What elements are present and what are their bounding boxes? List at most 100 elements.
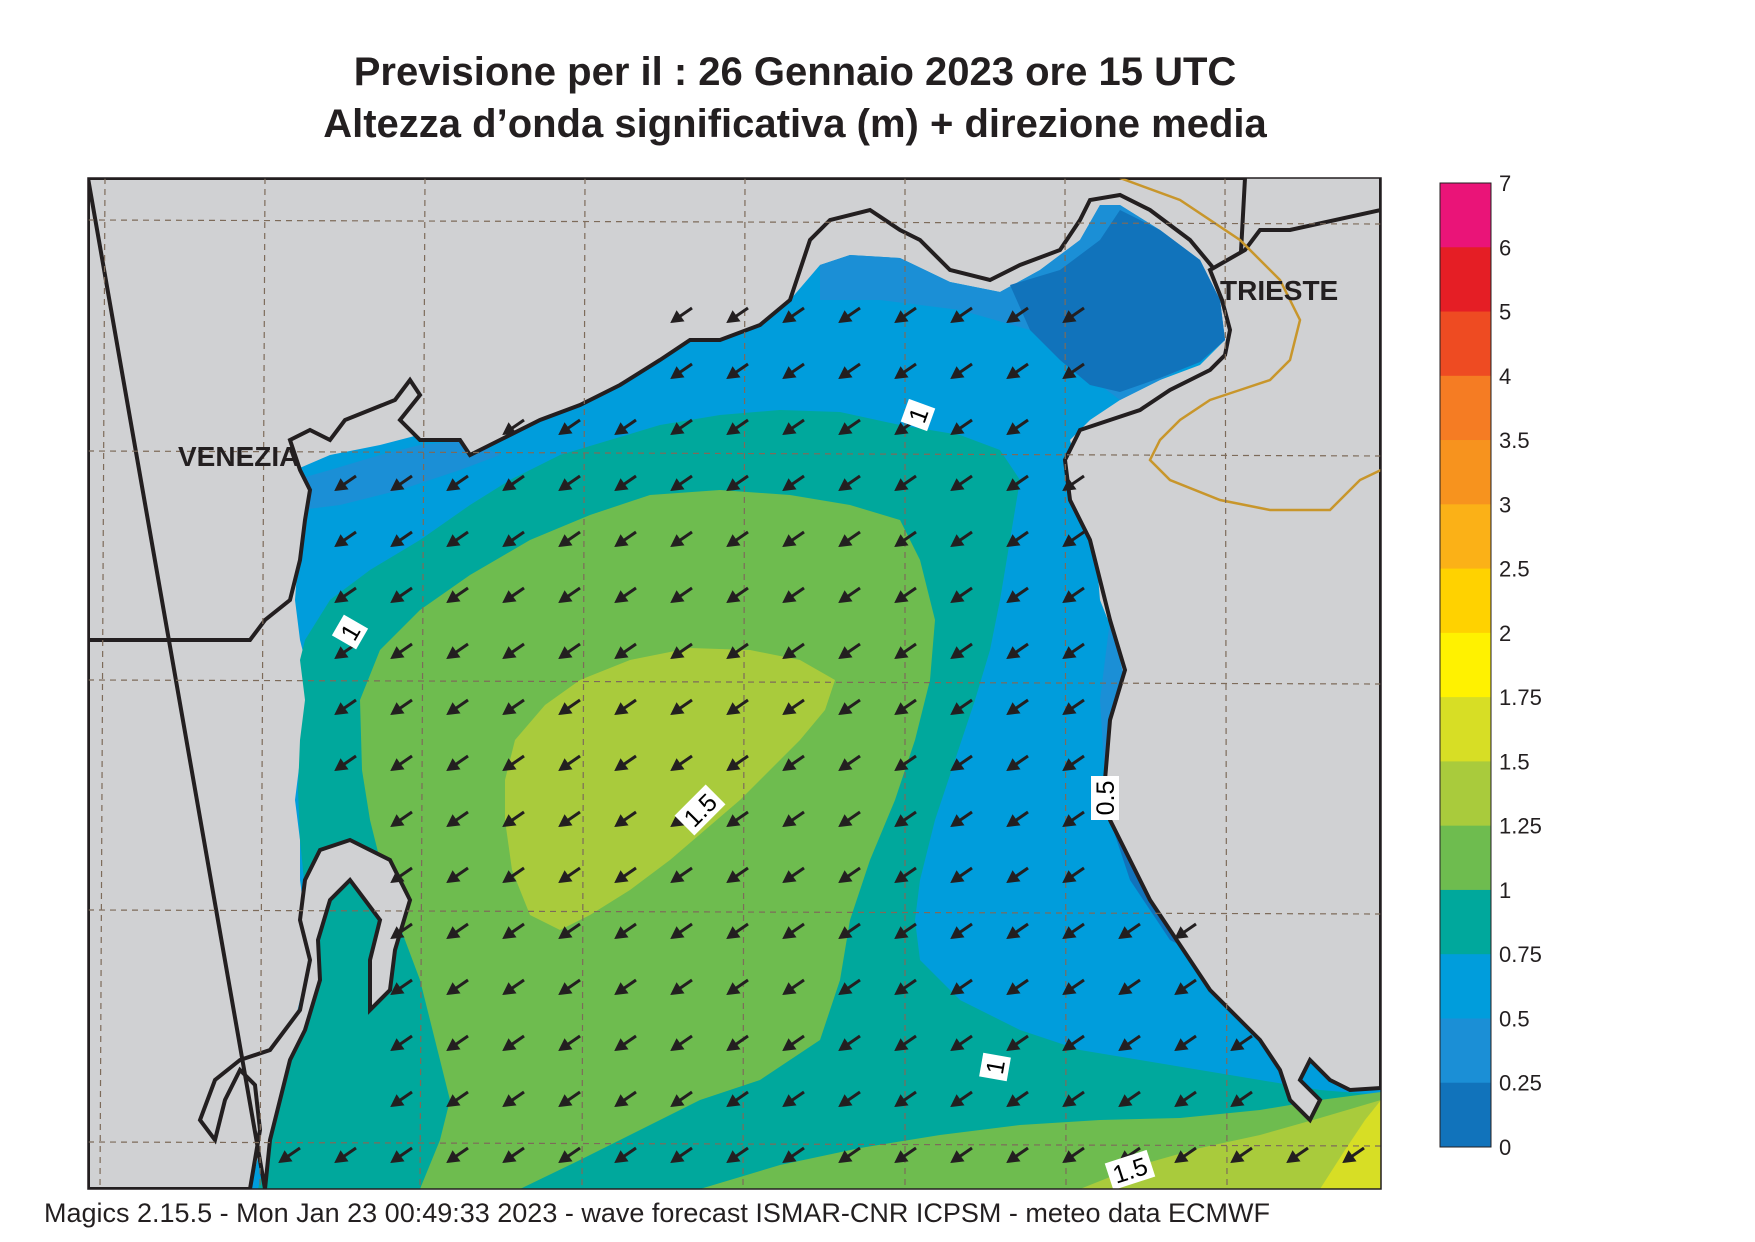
wave-arrow-head xyxy=(614,422,629,435)
wave-arrow-head xyxy=(838,534,853,547)
wave-arrow-head xyxy=(1062,366,1077,379)
legend-swatch xyxy=(1440,954,1491,1019)
wave-arrow-head xyxy=(726,1038,741,1051)
legend-tick-label: 4 xyxy=(1499,364,1511,389)
wave-arrow-head xyxy=(726,366,741,379)
wave-arrow-head xyxy=(614,926,629,939)
wave-arrow-head xyxy=(1006,758,1021,771)
legend-tick-label: 1 xyxy=(1499,878,1511,903)
wave-arrow-head xyxy=(950,1094,965,1107)
wave-direction-arrows xyxy=(278,306,1365,1163)
city-label-trieste: TRIESTE xyxy=(1220,275,1338,306)
border-line xyxy=(1119,178,1381,512)
wave-arrow-head xyxy=(670,534,685,547)
wave-arrow-head xyxy=(446,758,461,771)
wave-arrow-head xyxy=(502,422,517,435)
land-istria xyxy=(1062,178,1381,1124)
wave-arrow-head xyxy=(1006,366,1021,379)
legend-swatch xyxy=(1440,825,1491,891)
wave-arrow-head xyxy=(950,646,965,659)
wave-arrow-head xyxy=(782,422,797,435)
wave-arrow-head xyxy=(1006,478,1021,491)
legend-swatch xyxy=(1440,504,1491,570)
wave-arrow-head xyxy=(782,646,797,659)
wave-arrow-head xyxy=(670,478,685,491)
wave-arrow-head xyxy=(838,982,853,995)
wave-arrow-head xyxy=(838,1150,853,1163)
wave-arrow-head xyxy=(502,926,517,939)
wave-arrow-head xyxy=(1006,926,1021,939)
wave-arrow-head xyxy=(726,590,741,603)
wave-arrow-head xyxy=(838,1094,853,1107)
wave-arrow-head xyxy=(726,646,741,659)
wave-arrow-head xyxy=(726,982,741,995)
wave-arrow-head xyxy=(838,422,853,435)
wave-arrow-head xyxy=(670,310,685,323)
wave-arrow-head xyxy=(894,646,909,659)
wave-arrow-head xyxy=(1006,422,1021,435)
wave-arrow-head xyxy=(1062,1038,1077,1051)
wave-arrow-head xyxy=(1174,1038,1189,1051)
wave-arrow-head xyxy=(558,926,573,939)
wave-arrow-head xyxy=(1062,926,1077,939)
wave-arrow-head xyxy=(1062,758,1077,771)
wave-arrow-head xyxy=(446,814,461,827)
legend-tick-label: 1.75 xyxy=(1499,685,1542,710)
wave-arrow-head xyxy=(334,646,349,659)
wave-arrow-head xyxy=(894,590,909,603)
wave-arrow-head xyxy=(838,814,853,827)
legend-tick-label: 2 xyxy=(1499,621,1511,646)
legend-swatch xyxy=(1440,568,1491,634)
wave-arrow-head xyxy=(446,534,461,547)
wave-arrow-head xyxy=(950,814,965,827)
legend-frame xyxy=(1439,182,1492,1148)
legend-swatch xyxy=(1440,1018,1491,1084)
wave-arrow-head xyxy=(1062,590,1077,603)
wave-arrow-head xyxy=(502,590,517,603)
wave-arrow-head xyxy=(782,1150,797,1163)
wave-arrow-head xyxy=(950,870,965,883)
wave-arrow-head xyxy=(670,814,685,827)
wave-arrow-head xyxy=(726,814,741,827)
wave-arrow-head xyxy=(1006,1038,1021,1051)
legend-tick-label: 3 xyxy=(1499,492,1511,517)
wave-arrow-head xyxy=(894,310,909,323)
wave-arrow-head xyxy=(950,590,965,603)
wave-arrow-head xyxy=(558,646,573,659)
contour-label: 1 xyxy=(900,398,936,432)
wave-arrow-head xyxy=(838,310,853,323)
wave-arrow-head xyxy=(670,366,685,379)
legend-swatch xyxy=(1440,311,1491,377)
wave-arrow-head xyxy=(950,422,965,435)
legend-swatch xyxy=(1440,632,1491,698)
wave-arrow-head xyxy=(1062,310,1077,323)
wave-arrow-head xyxy=(446,926,461,939)
wave-arrow-head xyxy=(726,758,741,771)
wave-arrow-head xyxy=(446,982,461,995)
wave-arrow-head xyxy=(950,758,965,771)
wave-arrow-head xyxy=(334,478,349,491)
wave-arrow-head xyxy=(390,1094,405,1107)
legend-swatch xyxy=(1440,697,1491,762)
wave-arrow-head xyxy=(1006,814,1021,827)
wave-arrow-head xyxy=(782,590,797,603)
legend-tick-label: 0.25 xyxy=(1499,1071,1542,1096)
wave-arrow-head xyxy=(390,926,405,939)
wave-arrow-head xyxy=(1006,702,1021,715)
wave-arrow-head xyxy=(278,1150,293,1163)
legend-tick-label: 1.5 xyxy=(1499,749,1530,774)
wave-arrow-head xyxy=(670,870,685,883)
wave-arrow-head xyxy=(670,926,685,939)
wave-arrow-head xyxy=(614,1150,629,1163)
chart-subtitle: Altezza d’onda significativa (m) + direz… xyxy=(323,102,1267,146)
wave-arrow-head xyxy=(502,1150,517,1163)
wave-arrow-head xyxy=(446,1038,461,1051)
wave-arrow-head xyxy=(894,870,909,883)
wave-arrow-head xyxy=(502,1038,517,1051)
wave-arrow-head xyxy=(446,590,461,603)
wave-arrow-head xyxy=(1062,982,1077,995)
legend-swatch xyxy=(1440,761,1491,827)
wave-arrow-head xyxy=(838,702,853,715)
wave-arrow-head xyxy=(894,366,909,379)
footer-credits: Magics 2.15.5 - Mon Jan 23 00:49:33 2023… xyxy=(44,1198,1270,1228)
